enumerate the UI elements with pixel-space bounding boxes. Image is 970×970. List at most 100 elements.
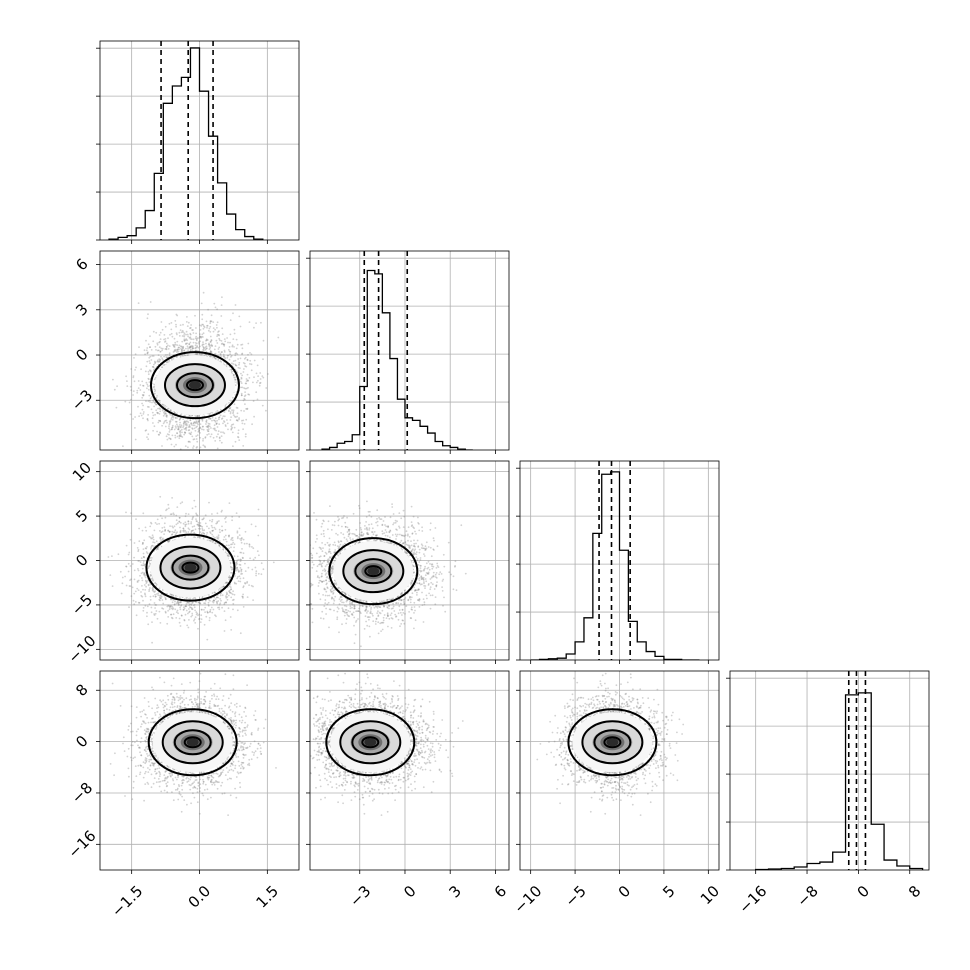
sample-point xyxy=(202,425,204,428)
sample-point xyxy=(230,427,233,430)
sample-point xyxy=(256,364,259,367)
sample-point xyxy=(169,333,171,336)
sample-point xyxy=(230,571,232,574)
sample-point xyxy=(229,419,232,421)
sample-point xyxy=(255,381,258,384)
sample-point xyxy=(125,511,127,514)
sample-point xyxy=(170,594,173,596)
sample-point xyxy=(216,326,218,329)
sample-point xyxy=(212,327,215,329)
sample-point xyxy=(220,340,223,342)
sample-point xyxy=(176,344,179,346)
sample-point xyxy=(184,515,187,518)
sample-point xyxy=(179,502,182,505)
sample-point xyxy=(223,601,226,604)
sample-point xyxy=(207,430,209,432)
sample-point xyxy=(217,430,220,433)
sample-point xyxy=(262,339,265,342)
sample-point xyxy=(228,589,231,592)
sample-point xyxy=(227,534,230,537)
sample-point xyxy=(193,424,196,427)
sample-point xyxy=(189,346,191,349)
sample-point xyxy=(141,380,144,383)
sample-point xyxy=(135,614,138,617)
sample-point xyxy=(237,571,240,573)
sample-point xyxy=(134,438,137,441)
sample-point xyxy=(236,343,239,346)
sample-point xyxy=(189,332,192,335)
sample-point xyxy=(169,421,172,424)
sample-point xyxy=(115,406,118,409)
sample-point xyxy=(122,445,124,448)
sample-point xyxy=(223,432,226,435)
sample-point xyxy=(144,547,147,550)
sample-point xyxy=(228,402,230,404)
sample-point xyxy=(148,603,151,606)
sample-point xyxy=(249,352,251,354)
sample-point xyxy=(234,440,237,443)
sample-point xyxy=(195,611,198,614)
sample-point xyxy=(161,599,164,601)
sample-point xyxy=(147,370,150,373)
sample-point xyxy=(130,368,133,370)
sample-point xyxy=(172,512,175,515)
sample-point xyxy=(109,574,112,576)
sample-point xyxy=(213,526,216,529)
sample-point xyxy=(165,416,168,418)
sample-point xyxy=(235,338,238,341)
sample-point xyxy=(171,415,174,417)
sample-point xyxy=(137,405,139,408)
sample-point xyxy=(200,608,203,611)
sample-point xyxy=(146,405,149,408)
sample-point xyxy=(208,433,210,435)
sample-point xyxy=(243,368,245,370)
sample-point xyxy=(150,537,153,540)
sample-point xyxy=(235,564,238,566)
sample-point xyxy=(231,562,234,564)
sample-point xyxy=(145,547,148,550)
sample-point xyxy=(232,590,235,593)
sample-point xyxy=(231,543,234,546)
sample-point xyxy=(195,353,198,356)
sample-point xyxy=(237,576,239,578)
sample-point xyxy=(221,417,224,420)
sample-point xyxy=(158,598,161,601)
sample-point xyxy=(234,416,237,418)
sample-point xyxy=(191,608,193,610)
sample-point xyxy=(227,349,230,351)
sample-point xyxy=(223,421,226,423)
sample-point xyxy=(156,359,159,362)
sample-point xyxy=(166,622,169,625)
sample-point xyxy=(205,338,208,341)
sample-point xyxy=(239,551,242,554)
sample-point xyxy=(221,509,223,512)
density-contour-0 xyxy=(149,351,240,420)
sample-point xyxy=(277,336,280,339)
sample-point xyxy=(218,330,220,333)
sample-point xyxy=(223,420,225,422)
sample-point xyxy=(207,422,210,425)
sample-point xyxy=(201,596,204,599)
sample-point xyxy=(195,342,198,345)
sample-point xyxy=(191,507,194,510)
sample-point xyxy=(146,418,149,420)
sample-point xyxy=(242,585,245,588)
sample-point xyxy=(159,594,162,597)
sample-point xyxy=(167,604,170,607)
density-contour-1 xyxy=(163,363,226,408)
sample-point xyxy=(236,382,239,385)
sample-point xyxy=(210,433,213,436)
y-tick-label: −3 xyxy=(68,386,96,414)
sample-point xyxy=(195,601,198,604)
sample-point xyxy=(201,318,204,321)
sample-point xyxy=(158,360,161,363)
sample-point xyxy=(197,627,199,630)
sample-point xyxy=(189,419,192,422)
sample-point xyxy=(232,374,235,377)
sample-point xyxy=(148,369,151,372)
sample-point xyxy=(199,335,201,338)
sample-point xyxy=(247,386,249,389)
sample-point xyxy=(208,417,210,420)
sample-point xyxy=(222,343,225,346)
sample-point xyxy=(187,335,190,338)
